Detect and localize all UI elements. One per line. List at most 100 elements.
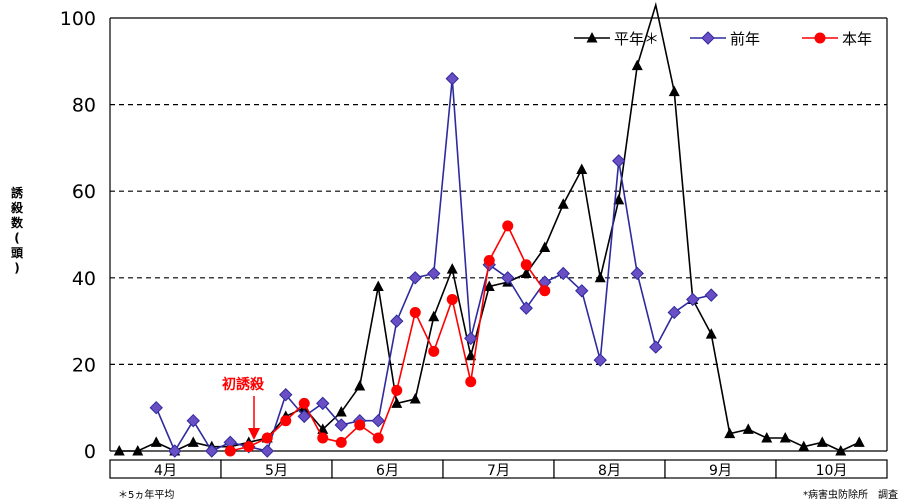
series-1-point-13 xyxy=(335,406,347,417)
month-label-3: 6月 xyxy=(376,463,399,479)
month-label-6: 9月 xyxy=(709,463,732,479)
series-1-point-28 xyxy=(613,193,625,205)
series-2-point-5 xyxy=(186,413,200,428)
series-1-point-20 xyxy=(465,349,477,361)
series-1-point-16 xyxy=(391,397,403,408)
y-tick-label-60: 60 xyxy=(72,181,96,203)
y-tick-label-20: 20 xyxy=(72,354,96,376)
legend: 平年＊ 前年 本年 xyxy=(574,30,872,48)
series-2-point-9 xyxy=(260,444,274,458)
month-label-7: 10月 xyxy=(816,463,848,479)
axes: 0 20 40 60 80 100 xyxy=(60,8,888,463)
series-1-point-34 xyxy=(724,427,736,439)
series-3-point-14 xyxy=(354,419,366,431)
legend-label-3: 本年 xyxy=(842,30,872,48)
series-1-point-18 xyxy=(428,310,440,322)
series-2-point-3 xyxy=(149,400,163,415)
series-3-point-20 xyxy=(465,376,477,388)
series-2-point-32 xyxy=(686,292,700,307)
series-1-point-33 xyxy=(705,328,717,339)
series-3-point-24 xyxy=(539,285,551,297)
series-3-line-1 xyxy=(230,224,546,452)
series-1-point-40 xyxy=(835,445,847,456)
first-catch-annotation: 初誘殺 xyxy=(222,377,264,393)
series-2-point-10 xyxy=(279,388,293,402)
series-1-point-19 xyxy=(446,263,458,274)
series-1-point-31 xyxy=(668,85,680,97)
series-3-point-7 xyxy=(224,445,236,457)
y-tick-label-80: 80 xyxy=(72,95,96,117)
series-1-point-41 xyxy=(853,436,865,447)
series-2-point-31 xyxy=(667,305,681,320)
series-1-point-5 xyxy=(187,436,199,447)
month-label-4: 7月 xyxy=(487,463,510,479)
series-1-point-38 xyxy=(798,440,810,452)
series-2-point-13 xyxy=(334,418,348,432)
month-axis: 4月 5月 6月 7月 8月 9月 10月 xyxy=(109,459,888,479)
series-1-point-14 xyxy=(354,380,366,391)
first-catch-dashed-line xyxy=(266,402,305,439)
series-2-point-16 xyxy=(390,314,404,328)
note-survey-source: *病害虫防除所 調査 xyxy=(803,490,898,501)
series-2-point-28 xyxy=(612,154,626,168)
month-box-7 xyxy=(775,459,888,479)
series-2-point-26 xyxy=(575,284,589,298)
series-2-point-11 xyxy=(297,409,311,424)
series-3-point-23 xyxy=(520,259,532,271)
series-2-point-33 xyxy=(704,288,718,302)
y-tick-label-100: 100 xyxy=(60,8,96,30)
month-label-2: 5月 xyxy=(265,463,288,479)
series-2-point-17 xyxy=(408,271,422,285)
series-1-point-39 xyxy=(816,436,828,447)
series-2-point-19 xyxy=(445,71,459,86)
series-2-point-12 xyxy=(316,396,330,411)
series-2-point-23 xyxy=(519,301,533,315)
legend-marker-3 xyxy=(814,32,826,44)
series-2-point-27 xyxy=(593,353,607,367)
series-1-point-27 xyxy=(594,271,606,283)
note-five-year-average: ＊5ヵ年平均 xyxy=(118,490,175,501)
series-2-point-29 xyxy=(630,266,644,281)
series-3-point-15 xyxy=(372,432,384,444)
series-1-point-2 xyxy=(132,445,144,456)
series-3 xyxy=(224,220,551,457)
series-2-point-25 xyxy=(556,266,570,281)
month-label-5: 8月 xyxy=(598,463,621,479)
series-1-point-26 xyxy=(576,163,588,175)
series-2-point-6 xyxy=(205,444,219,458)
y-tick-label-40: 40 xyxy=(72,268,96,290)
series-2-point-18 xyxy=(427,266,441,281)
series-3-point-8 xyxy=(243,441,255,453)
series-3-point-19 xyxy=(446,293,458,305)
month-label-1: 4月 xyxy=(154,463,177,479)
legend-marker-1 xyxy=(586,32,598,43)
series-3-point-17 xyxy=(409,306,421,318)
series-3-point-18 xyxy=(428,345,440,357)
series-1-point-23 xyxy=(520,267,532,278)
legend-marker-2 xyxy=(701,31,715,45)
series-1-point-37 xyxy=(779,432,791,443)
series-1-point-29 xyxy=(631,59,643,71)
series-2 xyxy=(149,71,718,458)
series-3-point-16 xyxy=(391,384,403,396)
series-3-point-13 xyxy=(335,436,347,448)
series-2-point-20 xyxy=(464,331,478,346)
y-axis-label: 誘殺数(頭) xyxy=(10,186,23,275)
series-3-point-12 xyxy=(317,432,329,444)
series-1-point-15 xyxy=(372,280,384,291)
series-1-point-24 xyxy=(539,241,551,252)
series-2-point-4 xyxy=(168,444,182,458)
series-1-point-1 xyxy=(113,445,125,456)
series-1-point-25 xyxy=(557,198,569,209)
series-1-point-3 xyxy=(150,436,162,447)
series-2-point-30 xyxy=(649,340,663,354)
series-2-point-15 xyxy=(371,413,385,428)
gridlines xyxy=(110,103,887,365)
legend-label-1: 平年＊ xyxy=(614,30,659,48)
series-group xyxy=(113,1,865,458)
series-1-point-21 xyxy=(483,280,495,291)
series-1-point-17 xyxy=(409,393,421,404)
series-3-point-21 xyxy=(483,254,495,266)
y-tick-label-0: 0 xyxy=(84,441,96,463)
